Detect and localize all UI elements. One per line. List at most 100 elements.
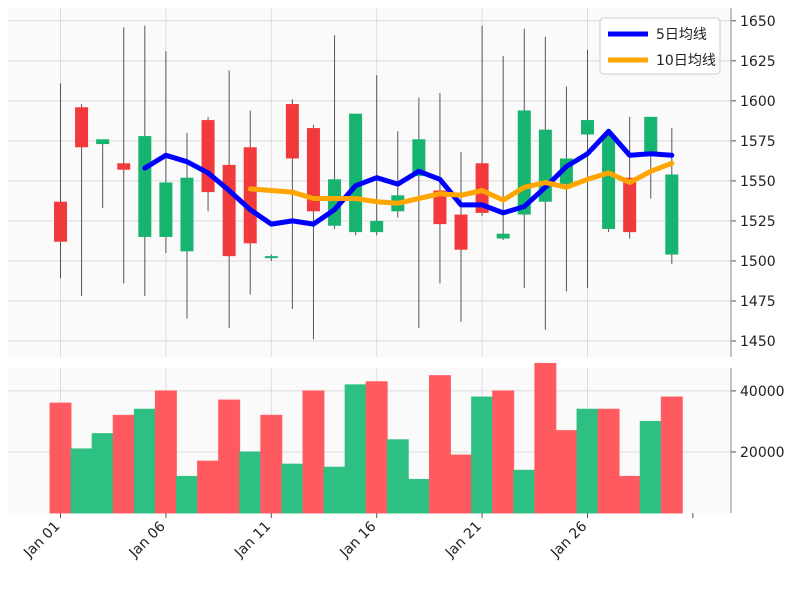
candle-body	[243, 147, 257, 244]
legend-label: 10日均线	[656, 53, 716, 69]
x-tick-label: Jan 01	[20, 519, 63, 562]
candle-body	[138, 136, 152, 237]
candle-body	[285, 104, 299, 159]
x-tick-label: Jan 26	[547, 518, 590, 561]
volume-bar	[407, 478, 430, 514]
volume-panel: 20000 40000	[8, 362, 785, 514]
candle-body	[96, 139, 110, 145]
candle-body	[454, 214, 468, 250]
volume-bar	[450, 454, 473, 514]
volume-bar	[471, 396, 494, 514]
candle-body	[306, 128, 320, 212]
candle	[665, 128, 679, 265]
x-tick-label: Jan 11	[231, 519, 274, 562]
candle	[75, 104, 89, 297]
volume-bar	[154, 390, 177, 514]
x-axis: Jan 01 Jan 06 Jan 11 Jan 16 Jan 21 Jan 26	[20, 513, 694, 562]
candle	[159, 51, 173, 253]
candle	[285, 99, 299, 309]
volume-bar	[239, 451, 262, 514]
candle	[644, 116, 658, 199]
candle	[264, 254, 278, 261]
price-y-tick-label: 1500	[740, 254, 776, 270]
price-y-tick-label: 1475	[740, 294, 776, 310]
volume-bar	[197, 460, 220, 514]
candle-body	[644, 116, 658, 153]
volume-bar	[365, 381, 388, 514]
candle-body	[201, 120, 215, 193]
volume-bar	[302, 390, 325, 514]
candle	[243, 110, 257, 295]
volume-bar	[91, 433, 114, 514]
candle-body	[623, 177, 637, 233]
volume-bar	[218, 399, 241, 514]
candle	[581, 49, 594, 289]
candle-body	[581, 120, 594, 135]
candle	[96, 139, 110, 209]
candle-body	[159, 182, 173, 237]
volume-bar	[112, 414, 135, 514]
candle	[138, 25, 152, 297]
candle	[54, 83, 67, 279]
ma-line-10	[247, 160, 675, 206]
candle	[454, 152, 468, 322]
candle-body	[117, 163, 131, 170]
x-tick-label: Jan 16	[336, 518, 379, 561]
volume-bar	[428, 375, 451, 514]
volume-bar	[639, 420, 662, 514]
x-tick-label: Jan 21	[442, 519, 485, 562]
candle	[602, 131, 616, 233]
price-y-tick-label: 1600	[740, 94, 776, 110]
x-tick-label: Jan 06	[126, 518, 169, 561]
candle	[117, 27, 131, 284]
volume-bar	[70, 448, 93, 514]
volume-bar	[49, 402, 72, 514]
ma-line-5	[142, 128, 675, 227]
candle	[349, 113, 363, 236]
volume-bar	[281, 463, 304, 514]
candle-body	[602, 134, 616, 229]
legend: 5日均线 10日均线	[599, 17, 721, 75]
volume-bar	[323, 466, 346, 514]
volume-bar	[175, 475, 198, 514]
price-y-tick-label: 1450	[740, 334, 776, 350]
price-y-tick-label: 1625	[740, 54, 776, 70]
candle-body	[75, 107, 89, 148]
volume-bar	[576, 408, 599, 514]
candle-body	[433, 190, 447, 225]
price-y-tick-label: 1550	[740, 174, 776, 190]
price-y-tick-label: 1650	[740, 14, 776, 30]
candle-body	[517, 110, 531, 215]
candle-body	[349, 113, 363, 233]
candle	[370, 75, 384, 236]
candle	[412, 97, 426, 329]
volume-bar	[492, 390, 515, 514]
candle-body	[496, 233, 510, 239]
candle	[306, 124, 320, 340]
candle	[623, 116, 637, 239]
volume-bar	[660, 396, 683, 514]
candle-body	[222, 164, 236, 257]
volume-bar	[344, 384, 367, 514]
candle-body	[370, 220, 384, 233]
candle-body	[412, 139, 426, 177]
volume-bar	[597, 408, 620, 514]
candle	[433, 92, 447, 284]
price-y-tick-label: 1575	[740, 134, 776, 150]
candle-body	[665, 174, 679, 255]
legend-label: 5日均线	[656, 27, 707, 43]
volume-bar	[386, 439, 409, 514]
volume-y-tick-label: 20000	[740, 445, 785, 461]
price-y-tick-label: 1525	[740, 214, 776, 230]
candle	[496, 56, 510, 241]
candle-body	[264, 256, 278, 259]
volume-bar	[133, 408, 156, 514]
candle-body	[54, 201, 67, 242]
volume-bar	[513, 469, 536, 514]
volume-y-tick-label: 40000	[740, 384, 785, 400]
volume-bar	[555, 430, 578, 514]
candle-body	[180, 177, 194, 252]
volume-bar	[618, 475, 641, 514]
